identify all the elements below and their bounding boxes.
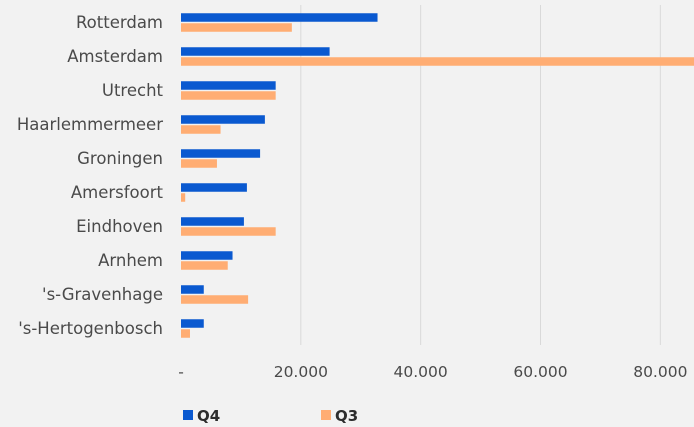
category-label: Amersfoort [71, 183, 164, 202]
category-label: Amsterdam [67, 47, 163, 66]
x-tick-label: 40.000 [394, 363, 448, 381]
bar-q3-8 [181, 295, 249, 304]
category-label: Groningen [77, 149, 163, 168]
bar-q4-9 [181, 319, 204, 328]
bar-q4-7 [181, 251, 233, 260]
bar-q3-6 [181, 227, 276, 236]
bar-q4-6 [181, 217, 244, 226]
category-label: 's-Hertogenbosch [18, 319, 163, 338]
x-tick-label: 60.000 [513, 363, 567, 381]
bar-q4-2 [181, 81, 276, 90]
category-label: Utrecht [102, 81, 164, 100]
bar-q3-5 [181, 193, 186, 202]
bar-q3-4 [181, 159, 217, 168]
bar-q4-0 [181, 13, 378, 22]
bar-q3-2 [181, 91, 276, 100]
category-label: 's-Gravenhage [42, 285, 163, 304]
x-tick-label: 80.000 [633, 363, 687, 381]
category-label: Haarlemmermeer [17, 115, 163, 134]
bar-q4-1 [181, 47, 330, 56]
x-tick-label: - [178, 363, 184, 381]
category-label: Arnhem [98, 251, 163, 270]
legend-swatch-q4 [183, 410, 193, 420]
x-tick-label: 20.000 [274, 363, 328, 381]
bar-q3-0 [181, 23, 292, 32]
bar-q3-7 [181, 261, 228, 270]
legend-swatch-q3 [321, 410, 331, 420]
bar-q4-8 [181, 285, 204, 294]
bar-q3-9 [181, 329, 190, 338]
bar-q3-1 [181, 57, 694, 66]
category-label: Rotterdam [76, 13, 163, 32]
category-label: Eindhoven [76, 217, 163, 236]
legend-label: Q4 [197, 407, 220, 425]
bar-q3-3 [181, 125, 221, 134]
bar-q4-4 [181, 149, 261, 158]
legend-label: Q3 [335, 407, 358, 425]
bar-q4-3 [181, 115, 265, 124]
bar-q4-5 [181, 183, 247, 192]
